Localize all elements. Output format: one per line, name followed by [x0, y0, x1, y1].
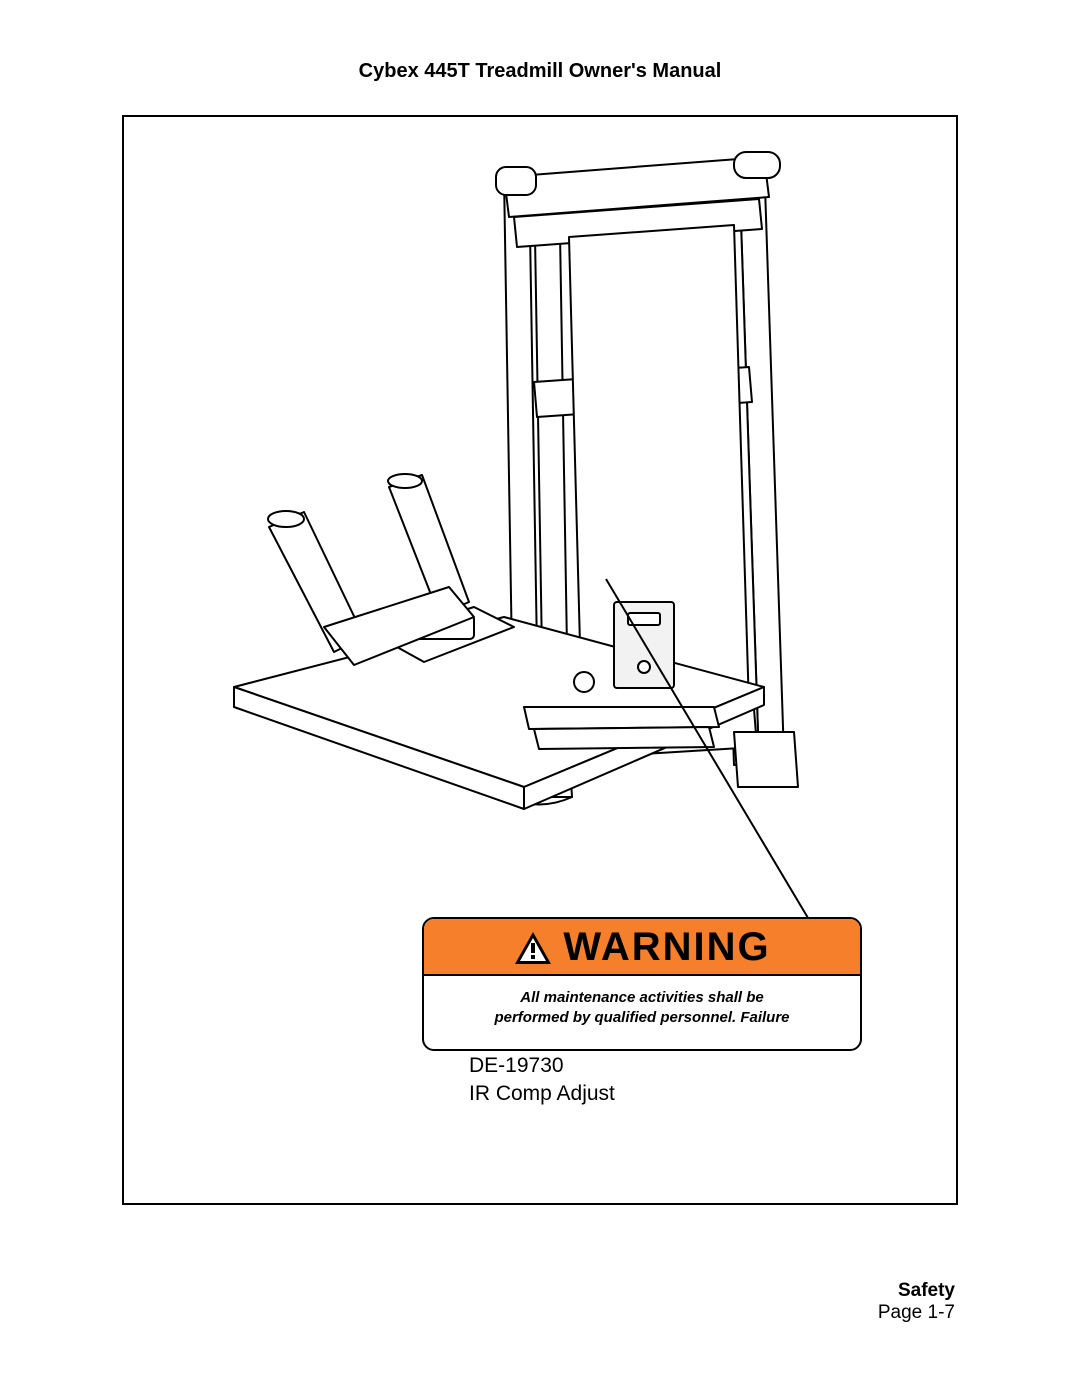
warning-line-2: performed by qualified personnel. Failur…	[442, 1008, 842, 1028]
treadmill-diagram	[174, 147, 874, 817]
warning-title: WARNING	[563, 925, 770, 970]
warning-label: WARNING All maintenance activities shall…	[422, 917, 862, 1051]
doc-title: Cybex 445T Treadmill Owner's Manual	[0, 60, 1080, 83]
warning-body: All maintenance activities shall be perf…	[424, 976, 860, 1049]
label-name: IR Comp Adjust	[469, 1080, 615, 1108]
manual-page: Cybex 445T Treadmill Owner's Manual	[0, 0, 1080, 1397]
label-code: DE-19730	[469, 1052, 615, 1080]
footer-page: Page 1-7	[878, 1302, 955, 1324]
page-footer: Safety Page 1-7	[878, 1280, 955, 1324]
figure-label: DE-19730 IR Comp Adjust	[469, 1052, 615, 1109]
figure-frame: WARNING All maintenance activities shall…	[122, 115, 958, 1205]
warning-triangle-icon	[513, 930, 553, 966]
footer-section: Safety	[878, 1280, 955, 1302]
warning-line-1: All maintenance activities shall be	[442, 988, 842, 1008]
warning-header: WARNING	[424, 919, 860, 976]
